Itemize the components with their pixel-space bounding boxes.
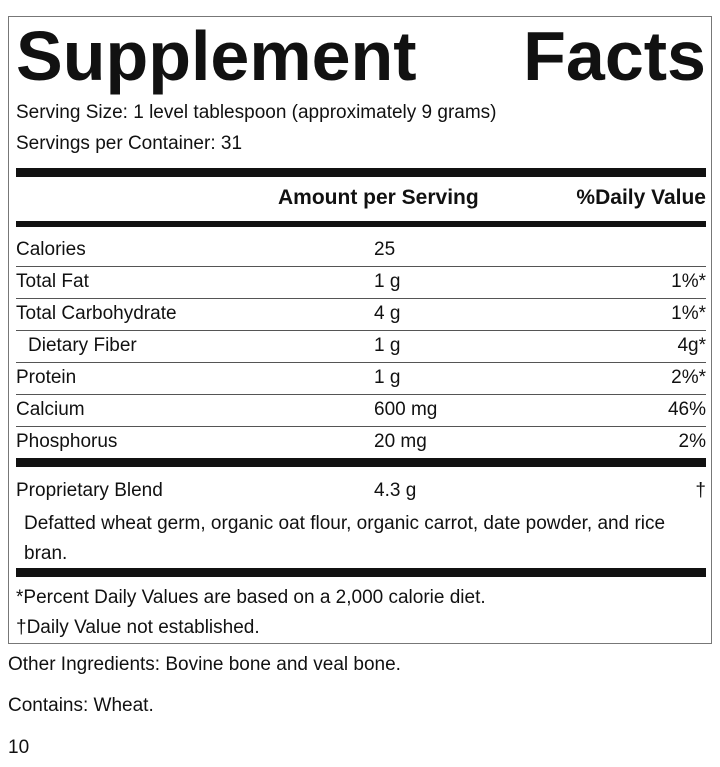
thick-rule	[16, 568, 706, 577]
nutrient-amount: 1 g	[374, 271, 401, 292]
label-box	[8, 16, 712, 644]
nutrient-name: Total Fat	[16, 271, 89, 292]
row-rule	[16, 330, 706, 331]
row-rule	[16, 298, 706, 299]
nutrient-daily-value: 1%*	[671, 271, 706, 292]
page-number: 10	[8, 737, 30, 758]
nutrient-name: Calories	[16, 239, 86, 260]
nutrient-name: Protein	[16, 367, 77, 388]
row-rule	[16, 362, 706, 363]
blend-ingredients: Defatted wheat germ, organic oat flour, …	[24, 513, 666, 564]
nutrient-daily-value: 1%*	[671, 303, 706, 324]
row-rule	[16, 426, 706, 427]
footnote: †Daily Value not established.	[16, 617, 260, 638]
row-rule	[16, 266, 706, 267]
nutrient-amount: 600 mg	[374, 399, 438, 420]
other-ingredients: Other Ingredients: Bovine bone and veal …	[8, 654, 401, 675]
blend-daily-value: †	[695, 480, 706, 501]
nutrient-daily-value: 4g*	[677, 335, 706, 356]
nutrient-amount: 20 mg	[374, 431, 427, 452]
amount-header: Amount per Serving	[278, 186, 479, 209]
footnote: *Percent Daily Values are based on a 2,0…	[16, 587, 486, 608]
servings-per-container: Servings per Container: 31	[16, 133, 243, 154]
daily-value-header: %Daily Value	[576, 186, 706, 209]
thick-rule	[16, 168, 706, 177]
thick-rule	[16, 458, 706, 467]
blend-name: Proprietary Blend	[16, 480, 163, 501]
nutrient-amount: 4 g	[374, 303, 401, 324]
serving-size: Serving Size: 1 level tablespoon (approx…	[16, 102, 497, 123]
nutrient-amount: 1 g	[374, 335, 401, 356]
title: Supplement Facts	[16, 17, 706, 95]
nutrient-daily-value: 2%	[678, 431, 706, 452]
contains: Contains: Wheat.	[8, 695, 154, 716]
nutrient-name: Phosphorus	[16, 431, 118, 452]
row-rule	[16, 394, 706, 395]
thick-rule	[16, 221, 706, 227]
blend-amount: 4.3 g	[374, 480, 417, 501]
nutrient-name: Dietary Fiber	[28, 335, 137, 356]
nutrient-amount: 25	[374, 239, 396, 260]
nutrient-name: Calcium	[16, 399, 85, 420]
nutrient-daily-value: 46%	[667, 399, 706, 420]
nutrient-daily-value: 2%*	[671, 367, 706, 388]
nutrient-amount: 1 g	[374, 367, 401, 388]
nutrient-name: Total Carbohydrate	[16, 303, 177, 324]
